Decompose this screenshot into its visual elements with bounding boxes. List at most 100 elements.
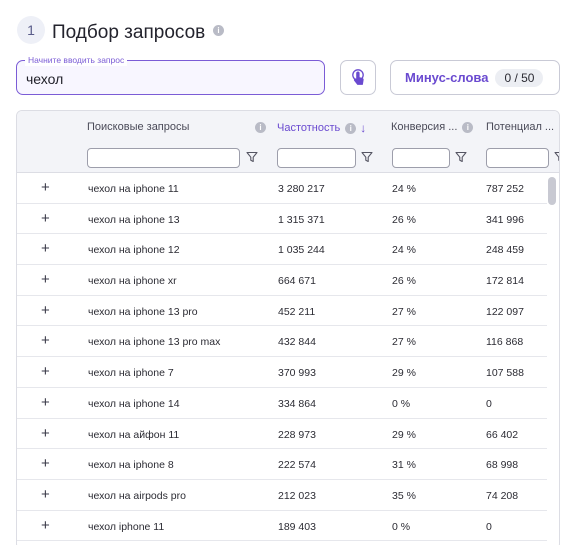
row-conversion-cell: 24 % — [392, 244, 416, 257]
touch-hand-icon — [352, 68, 364, 85]
row-frequency-cell: 432 844 — [278, 336, 316, 349]
plus-icon[interactable]: + — [41, 271, 50, 289]
table-row[interactable]: + чехол на iphone 12 1 035 244 24 % 248 459 — [17, 234, 547, 266]
step-number-badge: 1 — [17, 16, 45, 44]
row-conversion-cell: 31 % — [392, 459, 416, 472]
row-frequency-cell: 212 023 — [278, 489, 316, 502]
row-query-cell: чехол на iphone 8 — [88, 459, 174, 472]
table-row[interactable]: + чехол на airpods pro 212 023 35 % 74 208 — [17, 480, 547, 511]
column-header-frequency[interactable]: Частотность i ↓ — [277, 121, 366, 135]
plus-icon[interactable]: + — [41, 516, 50, 534]
row-query-cell: чехол на iphone 13 pro — [88, 305, 198, 318]
row-conversion-cell: 0 % — [392, 520, 411, 533]
row-query-cell: чехол iphone 11 — [88, 520, 165, 533]
info-icon[interactable]: i — [213, 25, 224, 36]
column-header-query[interactable]: Поисковые запросы — [87, 121, 189, 133]
row-query-cell: чехол на iphone 7 — [88, 367, 174, 380]
row-conversion-cell: 26 % — [392, 213, 416, 226]
row-query-cell: чехол на iphone 12 — [88, 244, 180, 257]
table-row[interactable]: + чехол на iphone 13 pro max 432 844 27 % 11… — [17, 326, 547, 358]
row-frequency-cell: 222 574 — [278, 459, 316, 472]
minus-words-count-badge: 0 / 50 — [495, 68, 544, 87]
row-conversion-cell: 29 % — [392, 367, 416, 380]
queries-table: Поисковые запросы i Частотность i ↓ Конв… — [16, 110, 560, 545]
row-potential-cell: 0 — [486, 520, 492, 533]
row-frequency-cell: 664 671 — [278, 275, 316, 288]
row-potential-cell: 107 588 — [486, 367, 524, 380]
minus-words-button[interactable]: Минус-слова 0 / 50 — [390, 60, 560, 95]
row-conversion-cell: 27 % — [392, 305, 416, 318]
table-row[interactable]: + чехол на айфон 11 228 973 29 % 66 402 — [17, 419, 547, 450]
row-potential-cell: 172 814 — [486, 275, 524, 288]
plus-icon[interactable]: + — [41, 209, 50, 227]
page-title: Подбор запросов — [52, 22, 206, 43]
table-row[interactable]: + чехол на iphone 11 3 280 217 24 % 787 252 — [17, 173, 547, 204]
info-icon[interactable]: i — [559, 122, 560, 133]
row-conversion-cell: 26 % — [392, 275, 416, 288]
sort-desc-arrow-icon[interactable]: ↓ — [360, 121, 367, 135]
row-potential-cell: 74 208 — [486, 489, 519, 502]
plus-icon[interactable]: + — [41, 393, 50, 411]
conversion-filter-input[interactable] — [392, 148, 450, 168]
row-conversion-cell: 35 % — [392, 489, 416, 502]
table-row[interactable]: + чехол на iphone xr 664 671 26 % 172 814 — [17, 265, 547, 296]
filter-funnel-icon[interactable] — [553, 150, 560, 164]
row-frequency-cell: 452 211 — [278, 305, 316, 318]
row-potential-cell: 122 097 — [486, 305, 524, 318]
vertical-scrollbar[interactable] — [548, 177, 556, 205]
plus-icon[interactable]: + — [41, 424, 50, 442]
column-header-conversion-label: Конверсия ... — [391, 121, 458, 133]
row-query-cell: чехол на iphone 11 — [88, 183, 179, 195]
row-conversion-cell: 29 % — [392, 428, 416, 441]
row-frequency-cell: 189 403 — [278, 520, 316, 533]
table-body: + чехол на iphone 11 3 280 217 24 % 787 252 +… — [17, 173, 547, 542]
table-row[interactable]: + чехол на iphone 8 222 574 31 % 68 998 — [17, 449, 547, 480]
column-header-conversion[interactable]: Конверсия ... i — [391, 121, 474, 133]
table-header: Поисковые запросы i Частотность i ↓ Конв… — [17, 111, 559, 173]
row-conversion-cell: 27 % — [392, 336, 416, 349]
column-header-potential[interactable]: Потенциал ... i — [486, 121, 560, 133]
row-potential-cell: 116 868 — [486, 336, 524, 349]
table-row[interactable]: + чехол на iphone 13 1 315 371 26 % 341 996 — [17, 204, 547, 235]
plus-icon[interactable]: + — [41, 301, 50, 319]
filter-funnel-icon[interactable] — [245, 150, 259, 164]
plus-icon[interactable]: + — [41, 455, 50, 473]
plus-icon[interactable]: + — [41, 363, 50, 381]
potential-filter-input[interactable] — [486, 148, 549, 168]
row-potential-cell: 0 — [486, 397, 492, 410]
frequency-filter-input[interactable] — [277, 148, 356, 168]
row-potential-cell: 787 252 — [486, 183, 524, 195]
plus-icon[interactable]: + — [41, 485, 50, 503]
info-icon[interactable]: i — [345, 122, 357, 134]
plus-icon[interactable]: + — [41, 240, 50, 258]
row-query-cell: чехол на iphone xr — [88, 275, 177, 288]
table-row[interactable]: + чехол на iphone 14 334 864 0 % 0 — [17, 388, 547, 419]
filter-funnel-icon[interactable] — [454, 150, 468, 164]
query-input[interactable] — [26, 69, 306, 89]
row-frequency-cell: 1 035 244 — [278, 244, 325, 257]
row-conversion-cell: 24 % — [392, 183, 416, 195]
plus-icon[interactable]: + — [41, 332, 50, 350]
column-header-frequency-label: Частотность — [277, 122, 341, 134]
row-frequency-cell: 370 993 — [278, 367, 316, 380]
table-row[interactable]: + чехол на iphone 13 pro 452 211 27 % 122 09… — [17, 296, 547, 327]
query-field-label: Начните вводить запрос — [25, 54, 128, 66]
row-query-cell: чехол на iphone 13 — [88, 213, 180, 226]
filter-funnel-icon[interactable] — [360, 150, 374, 164]
table-row[interactable]: + чехол iphone 11 189 403 0 % 0 — [17, 511, 547, 542]
info-icon[interactable]: i — [462, 121, 474, 133]
touch-mode-button[interactable] — [340, 60, 376, 95]
row-query-cell: чехол на iphone 13 pro max — [88, 336, 221, 349]
query-filter-input[interactable] — [87, 148, 240, 168]
row-potential-cell: 66 402 — [486, 428, 519, 441]
row-potential-cell: 68 998 — [486, 459, 519, 472]
plus-icon[interactable]: + — [41, 179, 50, 196]
minus-words-label: Минус-слова — [405, 70, 489, 85]
info-icon[interactable]: i — [255, 122, 266, 133]
row-potential-cell: 341 996 — [486, 213, 524, 226]
row-query-cell: чехол на airpods pro — [88, 489, 186, 502]
row-query-cell: чехол на айфон 11 — [88, 428, 180, 441]
row-frequency-cell: 1 315 371 — [278, 213, 325, 226]
table-row[interactable]: + чехол на iphone 7 370 993 29 % 107 588 — [17, 357, 547, 388]
query-field[interactable]: Начните вводить запрос — [16, 54, 325, 95]
